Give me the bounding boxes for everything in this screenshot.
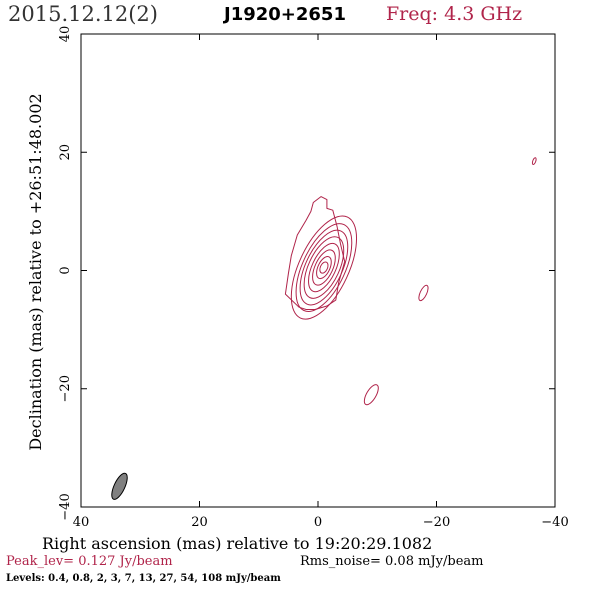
contour-level-1 — [319, 261, 329, 274]
peak-level: Peak_lev= 0.127 Jy/beam — [6, 554, 173, 569]
y-tick-label: 20 — [58, 144, 73, 161]
contour-level-5 — [303, 236, 345, 299]
y-tick-label: −20 — [58, 375, 73, 402]
x-tick-label: 40 — [73, 515, 90, 530]
x-tick-label: −40 — [541, 515, 568, 530]
y-tick-label: 0 — [58, 266, 73, 274]
y-tick-label: −40 — [58, 493, 73, 520]
frequency-label: Freq: 4.3 GHz — [386, 3, 523, 25]
observation-date: 2015.12.12(2) — [8, 2, 158, 26]
plot-frame — [80, 33, 556, 508]
contour-level-6 — [299, 229, 349, 306]
contour-blob-3 — [363, 384, 379, 406]
x-tick-label: −20 — [423, 515, 450, 530]
contour-blob-1 — [531, 157, 537, 165]
x-axis-label: Right ascension (mas) relative to 19:20:… — [42, 534, 433, 553]
y-axis-label: Declination (mas) relative to +26:51:48.… — [26, 93, 45, 450]
rms-noise: Rms_noise= 0.08 mJy/beam — [300, 554, 484, 569]
x-tick-label: 20 — [191, 515, 208, 530]
source-name: J1920+2651 — [224, 4, 346, 25]
contour-blob-2 — [418, 284, 429, 302]
contour-outer — [284, 196, 346, 310]
contour-levels: Levels: 0.4, 0.8, 2, 3, 7, 13, 27, 54, 1… — [6, 573, 281, 584]
contour-level-3 — [312, 249, 336, 286]
beam-ellipse — [111, 472, 128, 500]
contour-level-8 — [290, 215, 358, 320]
contour-level-2 — [316, 256, 332, 280]
contour-level-4 — [308, 242, 340, 293]
contour-level-7 — [295, 223, 353, 312]
y-tick-label: 40 — [58, 26, 73, 43]
x-tick-label: 0 — [314, 515, 322, 530]
